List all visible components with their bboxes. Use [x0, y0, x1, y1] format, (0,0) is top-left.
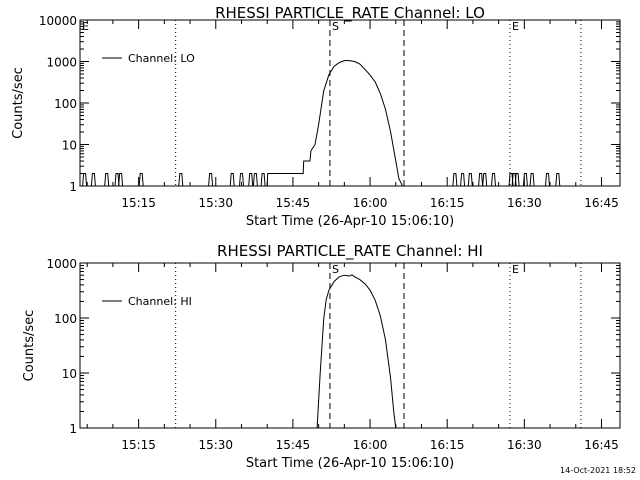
plot-frame — [79, 262, 621, 429]
panel-lo: RHESSI PARTICLE_RATE Channel: LO 1 10 100 10… — [11, 4, 621, 229]
x-tick-label: 16:30 — [507, 196, 542, 210]
spike-mark — [467, 173, 473, 187]
y-tick-label: 1000 — [46, 257, 77, 271]
x-tick-label: 15:15 — [121, 196, 156, 210]
spike-mark — [260, 173, 266, 187]
y-tick-label: 1000 — [46, 56, 77, 70]
series-line — [80, 60, 576, 187]
marker-label: E — [82, 20, 89, 33]
x-tick-label: 15:15 — [121, 438, 156, 452]
legend-label: Channel: HI — [128, 295, 192, 308]
x-tick-label: 16:30 — [507, 438, 542, 452]
x-axis-label: Start Time (26-Apr-10 15:06:10) — [246, 214, 454, 229]
chart-title: RHESSI PARTICLE_RATE Channel: HI — [217, 242, 483, 261]
x-tick-label: 16:45 — [584, 438, 619, 452]
spike-mark — [545, 173, 550, 187]
spike-mark — [208, 173, 214, 187]
y-axis-label: Counts/sec — [22, 310, 37, 382]
spike-mark — [178, 173, 184, 187]
spike-mark — [252, 173, 258, 187]
y-tick-label: 10 — [62, 139, 77, 153]
marker-label: S — [332, 20, 339, 33]
x-tick-label: 16:45 — [584, 196, 619, 210]
x-axis-label: Start Time (26-Apr-10 15:06:10) — [246, 456, 454, 471]
x-tick-label: 15:30 — [198, 196, 233, 210]
spike-mark — [248, 173, 254, 187]
spike-mark — [90, 173, 96, 187]
marker-label: S — [332, 263, 339, 276]
x-tick-label: 16:15 — [430, 196, 465, 210]
series-line — [316, 274, 397, 429]
marker-label: E — [512, 263, 519, 276]
spike-mark — [555, 173, 561, 187]
y-tick-label: 10 — [62, 367, 77, 381]
x-tick-label: 16:00 — [353, 196, 388, 210]
spike-mark — [82, 173, 88, 187]
spike-mark — [514, 173, 520, 187]
x-tick-label: 15:30 — [198, 438, 233, 452]
legend-label: Channel: LO — [128, 52, 195, 65]
timestamp-label: 14-Oct-2021 18:52 — [560, 466, 636, 475]
spike-mark — [452, 173, 458, 187]
spike-mark — [239, 173, 244, 187]
x-tick-label: 16:00 — [353, 438, 388, 452]
spike-mark — [478, 173, 484, 187]
y-tick-label: 1 — [69, 180, 77, 194]
spike-mark — [104, 173, 110, 187]
panel-hi: RHESSI PARTICLE_RATE Channel: HI 1 10 100 10… — [22, 242, 621, 471]
spike-mark — [522, 173, 528, 187]
chart-title: RHESSI PARTICLE_RATE Channel: LO — [215, 4, 485, 23]
spike-mark — [114, 173, 120, 187]
spike-mark — [460, 173, 466, 187]
marker-label: E — [512, 20, 519, 33]
spike-mark — [482, 173, 488, 187]
x-tick-label: 15:45 — [276, 438, 311, 452]
spike-mark — [529, 173, 535, 187]
spike-mark — [138, 173, 144, 187]
x-tick-label: 16:15 — [430, 438, 465, 452]
y-tick-label: 10000 — [39, 14, 77, 28]
y-tick-label: 100 — [54, 97, 77, 111]
y-tick-label: 1 — [69, 422, 77, 436]
x-tick-label: 15:45 — [276, 196, 311, 210]
plot-frame — [79, 19, 621, 187]
spike-mark — [118, 173, 124, 187]
spike-mark — [229, 173, 235, 187]
y-axis-label: Counts/sec — [11, 67, 26, 139]
y-tick-label: 100 — [54, 312, 77, 326]
spike-mark — [491, 173, 496, 187]
